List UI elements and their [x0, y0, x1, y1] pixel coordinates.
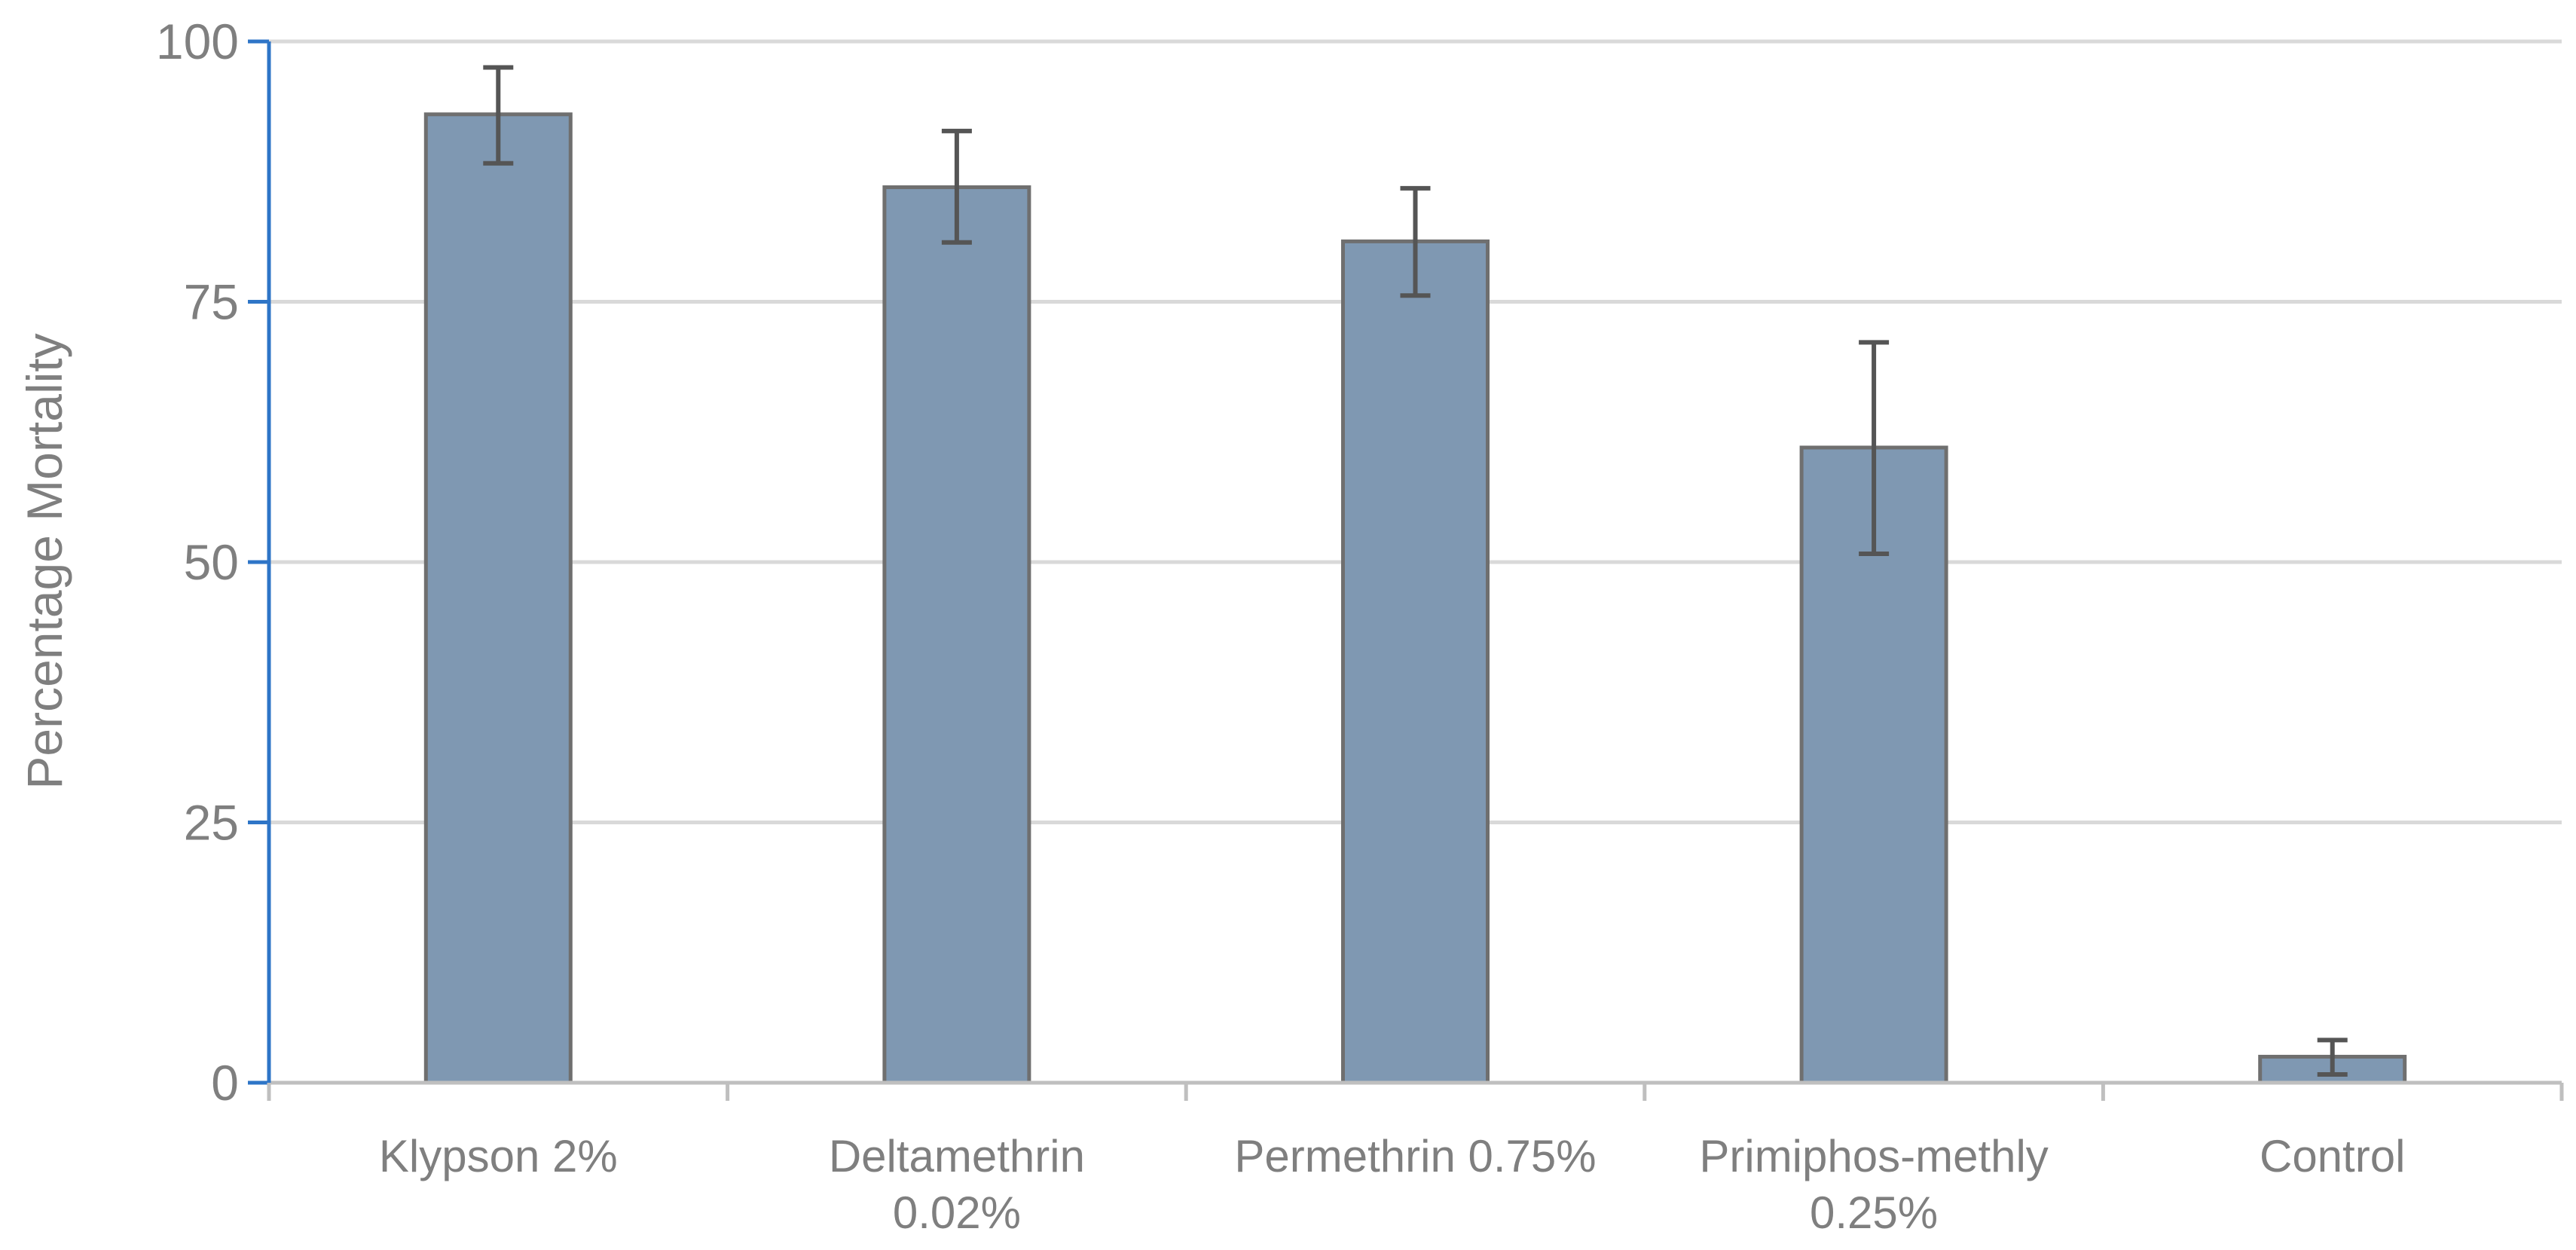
bar — [882, 185, 1031, 1085]
x-tick-label: Primiphos-methly 0.25% — [1699, 1131, 2048, 1238]
x-tick-label-line: Deltamethrin — [829, 1131, 1085, 1181]
axes — [248, 39, 2564, 1101]
x-tick-label-line: 0.02% — [893, 1187, 1021, 1238]
x-tick-label: Deltamethrin 0.02% — [829, 1131, 1085, 1238]
x-tick-labels: Klypson 2% Deltamethrin 0.02% Permethrin 0.… — [379, 1131, 2406, 1238]
x-tick-label: Klypson 2% — [379, 1131, 618, 1181]
y-tick-label: 100 — [156, 14, 239, 69]
error-bars — [483, 65, 2348, 1077]
y-tick-labels: 0 25 50 75 100 — [156, 14, 239, 1111]
error-bar — [1400, 185, 1431, 298]
error-bar — [1859, 340, 1890, 556]
error-bar — [941, 128, 972, 245]
x-tick-label: Control — [2260, 1131, 2405, 1181]
x-tick-label: Permethrin 0.75% — [1234, 1131, 1596, 1181]
x-tick-label-line: 0.25% — [1810, 1187, 1938, 1238]
y-axis-title: Percentage Mortality — [17, 333, 72, 789]
x-tick-label-line: Permethrin 0.75% — [1234, 1131, 1596, 1181]
x-tick-label-line: Klypson 2% — [379, 1131, 618, 1181]
y-tick-label: 25 — [184, 795, 239, 851]
x-tick-label-line: Primiphos-methly — [1699, 1131, 2048, 1181]
y-tick-label: 0 — [211, 1055, 239, 1111]
bar — [423, 112, 573, 1085]
error-bar — [2317, 1038, 2348, 1077]
y-tick-label: 50 — [184, 534, 239, 590]
x-tick-label-line: Control — [2260, 1131, 2405, 1181]
error-bar — [483, 65, 514, 166]
y-tick-label: 75 — [184, 274, 239, 330]
bar — [1341, 239, 1490, 1085]
